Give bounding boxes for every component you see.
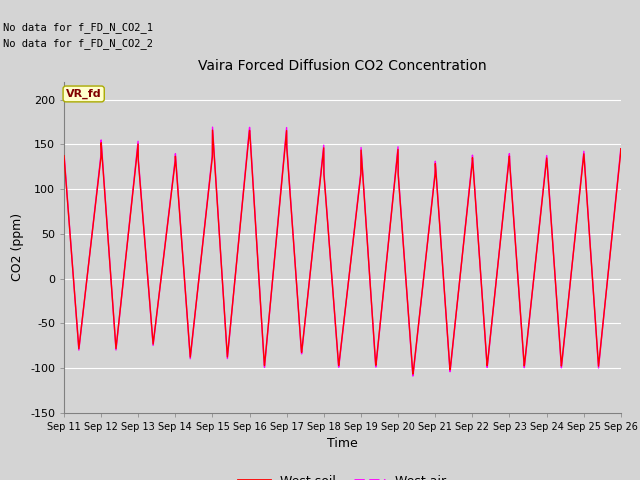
Y-axis label: CO2 (ppm): CO2 (ppm) [12, 213, 24, 281]
X-axis label: Time: Time [327, 437, 358, 450]
Legend: West soil, West air: West soil, West air [233, 469, 452, 480]
Title: Vaira Forced Diffusion CO2 Concentration: Vaira Forced Diffusion CO2 Concentration [198, 60, 486, 73]
Text: VR_fd: VR_fd [66, 89, 102, 99]
Text: No data for f_FD_N_CO2_2: No data for f_FD_N_CO2_2 [3, 38, 153, 49]
Text: No data for f_FD_N_CO2_1: No data for f_FD_N_CO2_1 [3, 22, 153, 33]
